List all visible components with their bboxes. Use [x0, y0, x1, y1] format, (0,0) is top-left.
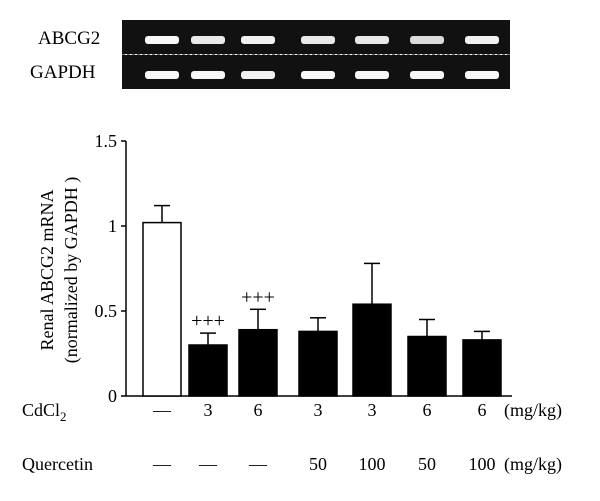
bar	[407, 335, 447, 397]
blot-band	[410, 36, 444, 44]
blot-label-abcg2: ABCG2	[38, 28, 101, 49]
row-value: —	[152, 454, 172, 474]
bar	[142, 221, 182, 397]
significance-annotation: +++	[241, 286, 275, 308]
gel-separator	[122, 54, 510, 56]
blot-band	[410, 71, 444, 79]
chart-bars: +++ +++	[142, 204, 502, 397]
blot-band	[355, 36, 389, 44]
blot-band	[355, 71, 389, 79]
blot-band	[191, 71, 225, 79]
blot-band	[301, 71, 335, 79]
y-tick-label: 1	[108, 216, 117, 236]
y-tick-label: 1.5	[95, 131, 118, 151]
row-label-subscript: 2	[60, 409, 67, 424]
blot-band	[241, 36, 275, 44]
row-value: —	[198, 454, 218, 474]
blot-band	[465, 36, 499, 44]
blot-label-gapdh: GAPDH	[30, 62, 96, 83]
blot-band	[301, 36, 335, 44]
row-value: 50	[309, 454, 327, 474]
y-tick-label: 0.5	[95, 301, 118, 321]
row-value: —	[152, 400, 172, 420]
treatment-rows: CdCl2 — 3 6 3 3 6 6 (mg/kg) Quercetin — — — 50 100 50 10…	[22, 400, 562, 475]
blot-bands	[145, 36, 499, 79]
row-value: 100	[359, 454, 386, 474]
row-unit: (mg/kg)	[504, 400, 562, 421]
bar	[352, 303, 392, 397]
blot-band	[145, 71, 179, 79]
row-value: 6	[478, 400, 487, 420]
blot-band	[465, 71, 499, 79]
row-value: 6	[423, 400, 432, 420]
blot-band	[145, 36, 179, 44]
row-value: 3	[204, 400, 213, 420]
y-axis-label-line1: Renal ABCG2 mRNA	[37, 189, 57, 350]
row-value: 50	[418, 454, 436, 474]
bar	[462, 339, 502, 397]
row-value: 3	[368, 400, 377, 420]
significance-annotation: +++	[191, 310, 225, 332]
blot-band	[241, 71, 275, 79]
bar	[238, 328, 278, 397]
blot-band	[191, 36, 225, 44]
row-unit: (mg/kg)	[504, 454, 562, 475]
y-axis-label-line2: (normalized by GAPDH )	[61, 177, 82, 363]
row-value: —	[248, 454, 268, 474]
row-value: 100	[469, 454, 496, 474]
row-label: Quercetin	[22, 454, 93, 474]
row-label: CdCl2	[22, 400, 67, 424]
bar	[188, 344, 228, 397]
bar	[298, 330, 338, 397]
y-tick-label: 0	[108, 386, 117, 406]
row-value: 6	[254, 400, 263, 420]
row-value: 3	[314, 400, 323, 420]
